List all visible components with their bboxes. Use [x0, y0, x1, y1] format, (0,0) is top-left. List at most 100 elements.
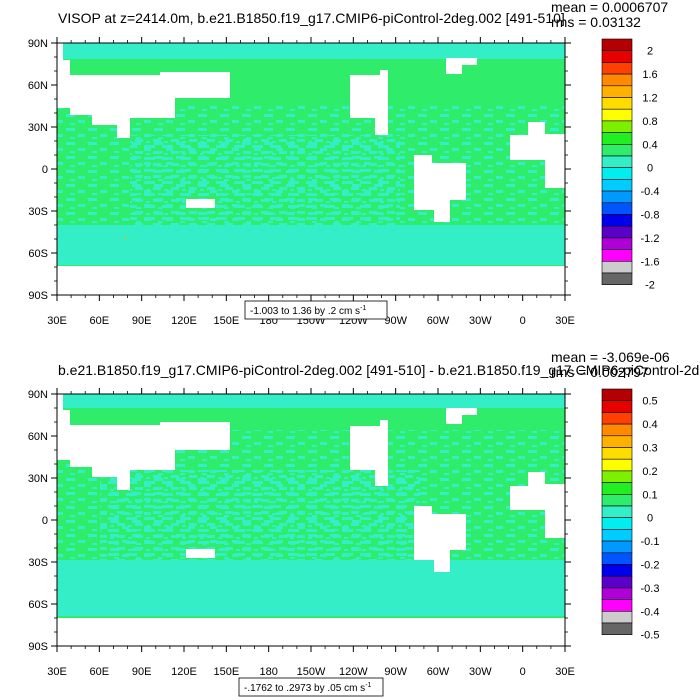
colorbar-swatch	[601, 190, 633, 204]
colorbar-label: 0.2	[642, 466, 657, 478]
lon-tick-label: 150W	[297, 666, 326, 678]
land-north-america	[350, 420, 388, 486]
colorbar-swatch	[601, 388, 633, 401]
colorbar-label: 1.6	[642, 69, 657, 81]
lat-tick-label: 90N	[28, 38, 48, 50]
lon-tick-label: 30W	[469, 315, 492, 327]
lon-tick-label: 90W	[384, 666, 407, 678]
colorbar-label: 0.3	[642, 443, 657, 455]
colorbar-label: 0.5	[642, 396, 657, 408]
colorbar-swatch	[601, 85, 633, 98]
lon-tick-label: 0	[520, 315, 526, 327]
warm-speck	[124, 237, 126, 239]
colorbar-swatch	[601, 120, 633, 133]
land-africa	[510, 122, 565, 188]
colorbar-swatch	[601, 610, 633, 624]
colorbar-swatch	[601, 108, 633, 122]
colorbar-swatch	[601, 155, 633, 168]
land-africa	[510, 472, 565, 538]
colorbar-swatch	[601, 225, 633, 239]
lon-tick-label: 0	[520, 666, 526, 678]
land-north-america	[350, 70, 388, 135]
panel-1: VISOP at z=2414.0m, b.e21.B1850.f19_g17.…	[28, 0, 669, 327]
lat-tick-label: 60S	[28, 248, 48, 260]
panel-2-mean: mean = -3.069e-06	[551, 349, 670, 365]
colorbar-swatch	[601, 144, 633, 157]
land-australia	[186, 199, 215, 208]
lon-tick-label: 90W	[384, 315, 407, 327]
panel-2-range-box	[238, 677, 384, 697]
lon-tick-label: 90E	[132, 666, 152, 678]
colorbar-swatch	[601, 587, 633, 600]
colorbar-label: -0.8	[641, 210, 660, 222]
panel-2: b.e21.B1850.f19_g17.CMIP6-piControl-2deg…	[28, 349, 700, 697]
panel-1-range-box	[244, 300, 388, 320]
colorbar-swatch	[601, 493, 633, 507]
land-antarctica	[57, 618, 565, 646]
colorbar-swatch	[601, 73, 633, 87]
arctic-band	[57, 394, 565, 408]
colorbar-label: 0	[647, 513, 653, 525]
colorbar-swatch	[601, 132, 633, 145]
land-mask	[57, 394, 565, 646]
colorbar-label: 0.4	[642, 139, 657, 151]
lat-tick-label: 30S	[28, 557, 48, 569]
lon-tick-label: 30E	[47, 666, 67, 678]
land-south-america	[414, 506, 466, 572]
panel-2-colorbar: 0.5 0.4 0.3 0.2 0.1 0 -0.1 -0.2 -0.3 -0.4 -0.5	[601, 388, 660, 642]
colorbar-label: -0.4	[641, 186, 660, 198]
colorbar-label: 0.4	[642, 419, 657, 431]
lon-tick-label: 150E	[213, 666, 239, 678]
lon-tick-label: 90E	[132, 315, 152, 327]
panel-1-title: VISOP at z=2414.0m, b.e21.B1850.f19_g17.…	[58, 10, 565, 26]
lon-tick-label: 60W	[427, 315, 450, 327]
panel-2-map	[57, 394, 565, 646]
panel-1-colorbar: 2 1.6 1.2 0.8 0.4 0 -0.4 -0.8 -1.2 -1.6 -2	[601, 38, 660, 292]
colorbar-swatch	[601, 575, 633, 589]
colorbar-swatch	[601, 599, 633, 612]
colorbar-swatch	[601, 400, 633, 413]
panel-1-range: -1.003 to 1.36 by .2 cm s-1	[250, 305, 366, 317]
lat-tick-label: 60S	[28, 599, 48, 611]
colorbar-label: 0	[647, 163, 653, 175]
colorbar-label: -0.3	[641, 583, 660, 595]
lat-tick-label: 90N	[28, 389, 48, 401]
colorbar-swatch	[601, 249, 633, 262]
lon-tick-label: 60W	[427, 666, 450, 678]
panel-2-range: -.1762 to .2973 by .05 cm s-1	[244, 682, 372, 694]
lat-tick-label: 30S	[28, 206, 48, 218]
colorbar-label: -0.2	[641, 560, 660, 572]
lon-tick-label: 120E	[171, 666, 197, 678]
panel-2-rms: rms = 0.002797	[551, 364, 649, 380]
lat-tick-label: 90S	[28, 290, 48, 302]
land-greenland	[446, 58, 477, 74]
colorbar-label: 0.8	[642, 116, 657, 128]
lon-tick-label: 180	[259, 666, 277, 678]
lon-tick-label: 60E	[90, 666, 110, 678]
pacific-variability	[130, 135, 400, 225]
lat-tick-label: 0	[42, 515, 48, 527]
colorbar-swatch	[601, 272, 633, 285]
colorbar-swatch	[601, 97, 633, 110]
land-asia	[70, 422, 230, 490]
colorbar-swatch	[601, 517, 633, 530]
colorbar-swatch	[601, 412, 633, 425]
colorbar-swatch	[601, 423, 633, 437]
colorbar-swatch	[601, 260, 633, 274]
pacific-variability	[100, 470, 420, 570]
lon-tick-label: 120W	[339, 666, 368, 678]
lon-tick-label: 150E	[213, 315, 239, 327]
lat-tick-label: 30N	[28, 122, 48, 134]
colorbar-label: -2	[645, 280, 655, 292]
colorbar-swatch	[601, 470, 633, 483]
colorbar-swatch	[601, 62, 633, 75]
colorbar-label: 2	[647, 46, 653, 58]
colorbar-swatch	[601, 202, 633, 215]
lat-tick-label: 30N	[28, 473, 48, 485]
land-antarctica	[57, 266, 565, 295]
colorbar-swatch	[601, 50, 633, 63]
lon-tick-label: 120E	[171, 315, 197, 327]
lon-tick-label: 30W	[469, 666, 492, 678]
